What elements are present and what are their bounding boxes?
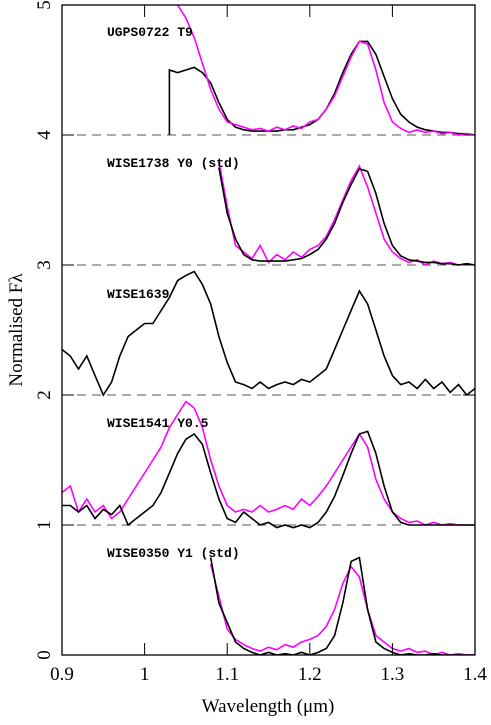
x-tick-label: 1.1	[215, 664, 239, 685]
x-tick-label: 0.9	[50, 664, 74, 685]
spectrum-line	[168, 40, 475, 136]
plot-frame	[61, 4, 476, 656]
x-tick-label: 1.2	[298, 664, 322, 685]
x-axis-label: Wavelength (μm)	[202, 696, 335, 717]
spectrum-label: WISE0350 Y1 (std)	[107, 546, 240, 561]
y-tick-label: 5	[34, 0, 55, 10]
y-tick-label: 2	[34, 390, 55, 400]
x-tick-label: 1	[140, 664, 150, 685]
spectrum-label: WISE1738 Y0 (std)	[107, 156, 240, 171]
x-tick-label: 1.3	[381, 664, 405, 685]
spectrum-label: WISE1639	[107, 287, 170, 302]
spectrum-label: UGPS0722 T9	[107, 25, 193, 40]
y-tick-label: 4	[34, 130, 55, 140]
y-tick-label: 1	[34, 520, 55, 530]
spectrum-line	[218, 167, 475, 266]
spectrum-line	[209, 563, 475, 655]
y-tick-label: 3	[34, 260, 55, 270]
y-tick-label: 0	[34, 650, 55, 660]
spectrum-line	[62, 430, 475, 529]
plot-area	[62, 5, 475, 655]
spectrum-line	[218, 160, 475, 266]
spectrum-label: WISE1541 Y0.5	[107, 416, 209, 431]
spectrum-line	[62, 400, 475, 526]
y-axis-label: Normalised Fλ	[6, 273, 27, 387]
spectrum-line	[209, 556, 475, 655]
spectrum-line	[62, 270, 475, 397]
x-tick-label: 1.4	[463, 664, 487, 685]
spectrum-line	[176, 5, 475, 136]
